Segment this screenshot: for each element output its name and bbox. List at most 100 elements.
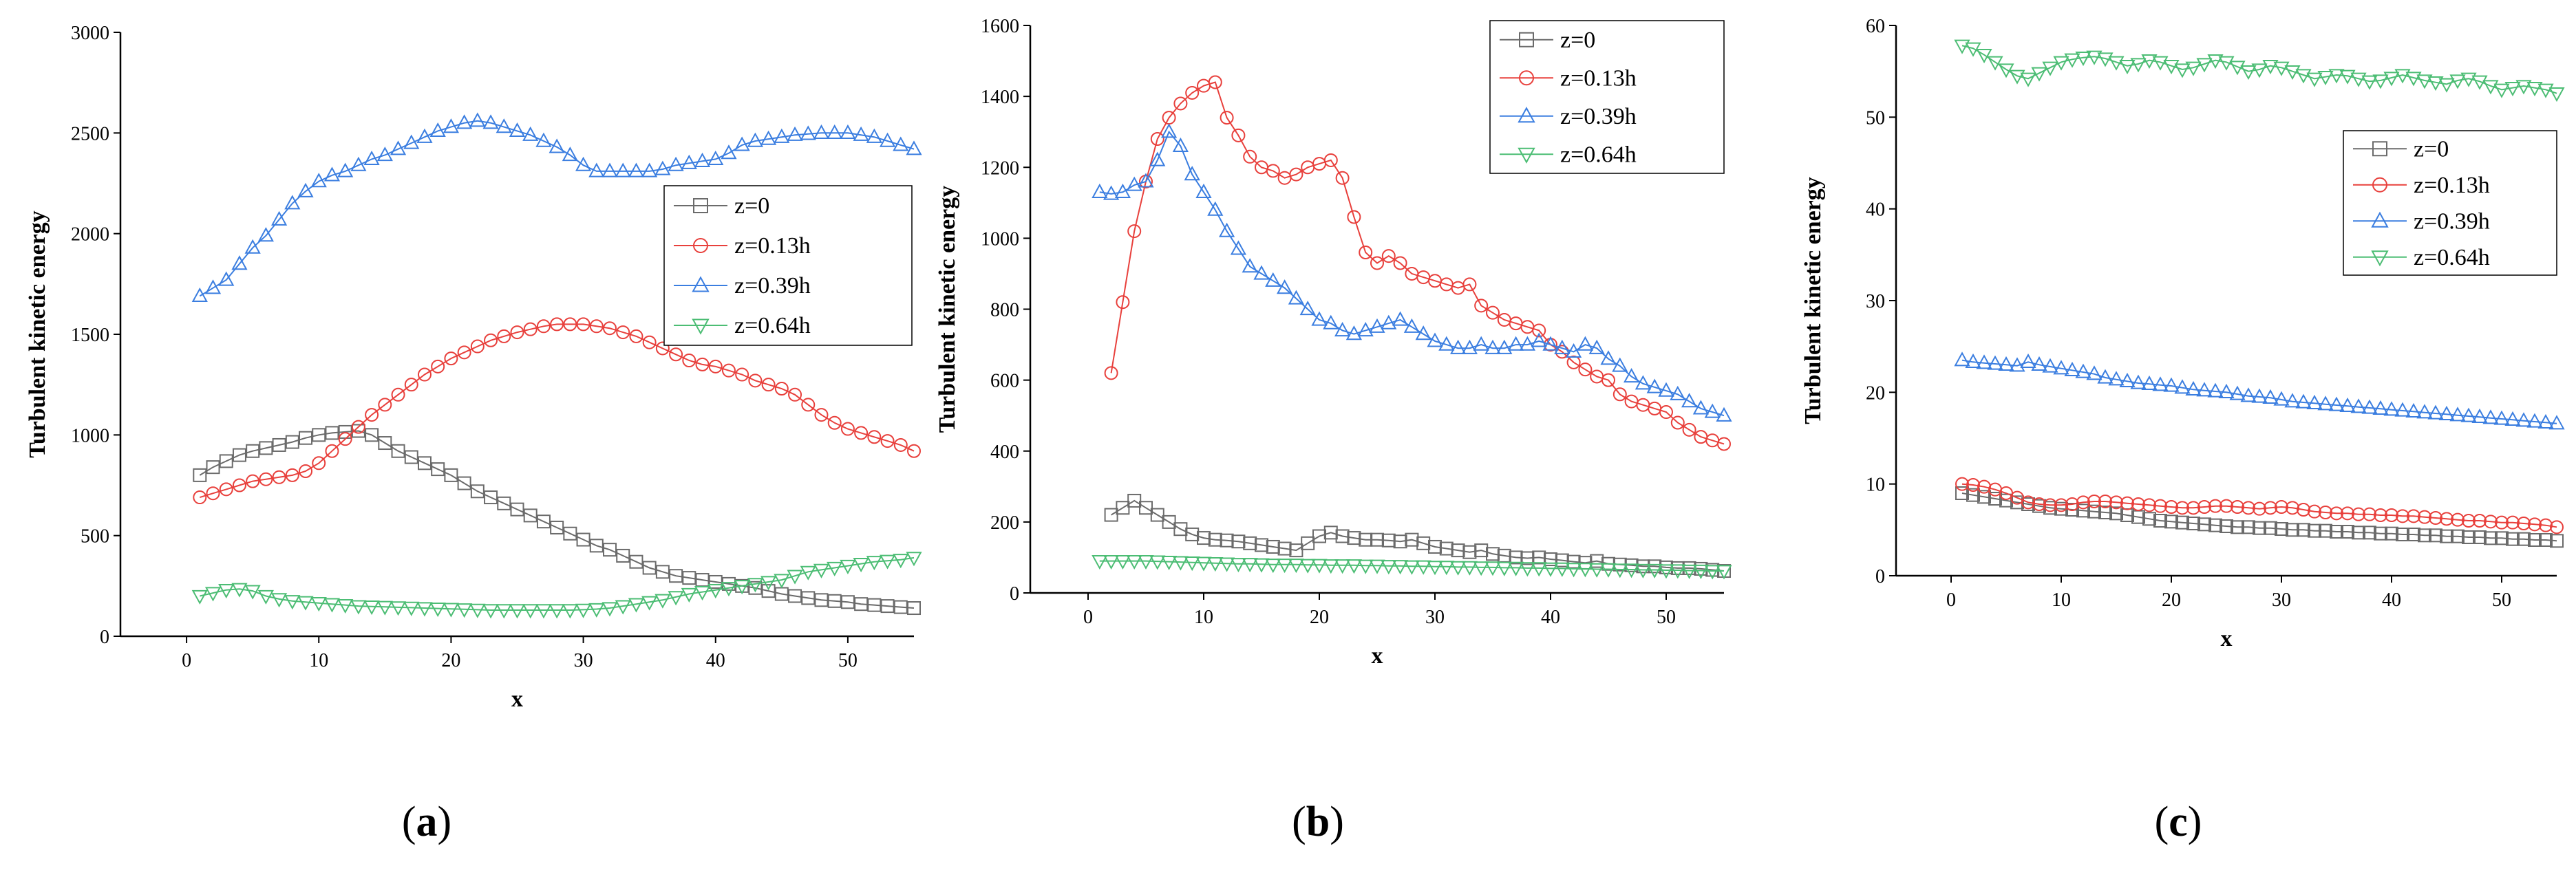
panel-label-open-paren: ( (1292, 799, 1306, 845)
data-point (1704, 403, 1721, 418)
data-point (218, 584, 235, 599)
x-tick-label: 50 (1657, 607, 1676, 628)
data-point (1277, 541, 1292, 556)
data-point (2515, 80, 2532, 95)
data-point (482, 604, 499, 619)
data-point (1381, 533, 1396, 548)
data-point (695, 357, 710, 371)
legend-swatch-marker (2371, 211, 2389, 228)
x-tick-label: 20 (2162, 589, 2181, 611)
data-point (1977, 490, 1991, 504)
data-point (2449, 407, 2466, 422)
data-point (550, 317, 564, 332)
data-point (1381, 314, 1397, 329)
series-z=0 (193, 424, 921, 616)
data-point (1255, 538, 1268, 552)
data-point (2319, 506, 2332, 519)
data-point (1114, 183, 1131, 198)
data-point (338, 432, 352, 446)
data-point (1288, 559, 1304, 574)
data-point (470, 339, 485, 354)
data-point (1542, 336, 1559, 351)
data-point (2372, 74, 2389, 89)
data-point (1705, 563, 1720, 577)
data-point (1208, 532, 1222, 547)
data-point (1220, 111, 1234, 125)
legend-label: z=0.39h (2414, 208, 2490, 234)
data-point (1092, 183, 1108, 198)
data-point (2164, 515, 2178, 529)
data-point (204, 587, 222, 602)
data-point (2054, 498, 2068, 512)
data-point (615, 162, 631, 177)
data-point (1554, 339, 1571, 354)
data-point (654, 160, 671, 175)
data-point (1998, 356, 2014, 371)
data-point (721, 144, 737, 160)
data-point (2339, 397, 2356, 412)
data-point (1987, 56, 2003, 71)
data-point (2264, 501, 2277, 515)
data-point (827, 594, 842, 608)
data-point (2119, 372, 2136, 387)
panel-label-open-paren: ( (2155, 799, 2169, 845)
data-point (1681, 393, 1698, 408)
x-tick-label: 30 (1425, 607, 1445, 628)
data-point (1519, 562, 1535, 577)
data-point (484, 490, 498, 505)
data-point (1369, 318, 1385, 333)
data-point (748, 373, 763, 388)
data-point (1659, 405, 1673, 420)
data-point (1966, 478, 1980, 492)
data-point (2053, 56, 2069, 71)
data-point (1716, 407, 1732, 422)
data-point (854, 597, 869, 611)
data-point (351, 420, 365, 434)
data-point (1323, 559, 1339, 574)
data-point (496, 118, 512, 133)
data-point (2528, 517, 2542, 532)
data-point (2108, 371, 2125, 386)
data-point (641, 596, 658, 611)
data-point (1231, 534, 1246, 549)
data-point (760, 130, 777, 145)
data-point (735, 367, 749, 382)
data-point (535, 604, 552, 619)
data-point (694, 152, 711, 167)
data-point (2043, 498, 2057, 512)
panel-label-open-paren: ( (402, 799, 416, 845)
legend-label: z=0.13h (734, 233, 811, 259)
panel-label-close-paren: ) (438, 799, 452, 845)
data-point (1519, 336, 1535, 351)
data-point (1334, 559, 1351, 574)
data-point (1461, 561, 1478, 576)
x-tick-label: 10 (309, 650, 328, 671)
data-point (2153, 514, 2167, 528)
data-point (1486, 305, 1500, 320)
legend: z=0 z=0.13h z=0.39h z=0.64h (2343, 130, 2557, 276)
y-tick-label: 2500 (71, 123, 109, 144)
data-point (2537, 83, 2554, 98)
data-point (1473, 336, 1489, 351)
data-point (1588, 339, 1605, 354)
data-point (1323, 526, 1338, 540)
data-point (1566, 563, 1582, 578)
data-point (1484, 339, 1501, 354)
data-point (853, 126, 869, 141)
data-point (457, 345, 471, 360)
data-point (2473, 530, 2487, 544)
data-point (1266, 539, 1280, 554)
data-point (2086, 50, 2103, 65)
data-point (272, 437, 286, 452)
data-point (549, 138, 565, 153)
series-z=0.64h (1092, 554, 1732, 580)
data-point (1496, 561, 1513, 576)
data-point (1670, 415, 1685, 430)
legend-label: z=0.64h (734, 313, 811, 338)
data-point (443, 603, 460, 618)
legend-swatch-marker (2372, 177, 2387, 193)
y-tick-label: 60 (1866, 16, 1885, 37)
data-point (2394, 402, 2411, 417)
data-point (879, 554, 896, 570)
data-point (563, 317, 577, 332)
